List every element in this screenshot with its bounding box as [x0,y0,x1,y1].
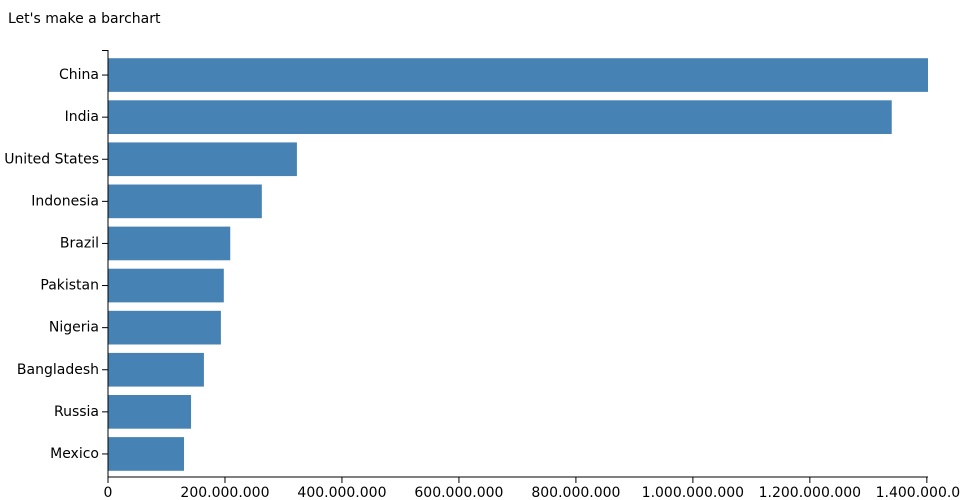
x-tick-label: 800.000.000 [531,485,620,500]
y-tick-label: China [59,67,99,83]
bar [108,268,224,303]
y-tick-label: Mexico [50,446,99,462]
y-tick-label: Indonesia [31,193,99,209]
bar [108,142,297,177]
y-tick-label: India [65,109,99,125]
bar [108,184,262,219]
x-tick-label: 600.000.000 [414,485,503,500]
y-tick-label: Nigeria [49,320,99,336]
bar [108,58,928,92]
x-tick-label: 1.400.000.000 [876,485,960,500]
x-tick-label: 1.000.000.000 [642,485,744,500]
bar [108,226,231,261]
x-tick-label: 200.000.000 [180,485,269,500]
x-tick-label: 1.200.000.000 [759,485,861,500]
y-tick-label: Brazil [60,235,99,251]
chart-title: Let's make a barchart [8,11,161,27]
bar [108,100,892,134]
bar [108,352,204,387]
x-tick-label: 0 [104,485,113,500]
bar [108,437,185,471]
y-tick-label: United States [4,151,99,167]
y-tick-label: Pakistan [40,278,99,294]
x-tick-label: 400.000.000 [297,485,386,500]
bar [108,395,192,429]
bar [108,310,221,345]
y-tick-label: Russia [54,404,99,420]
y-tick-label: Bangladesh [17,362,99,378]
